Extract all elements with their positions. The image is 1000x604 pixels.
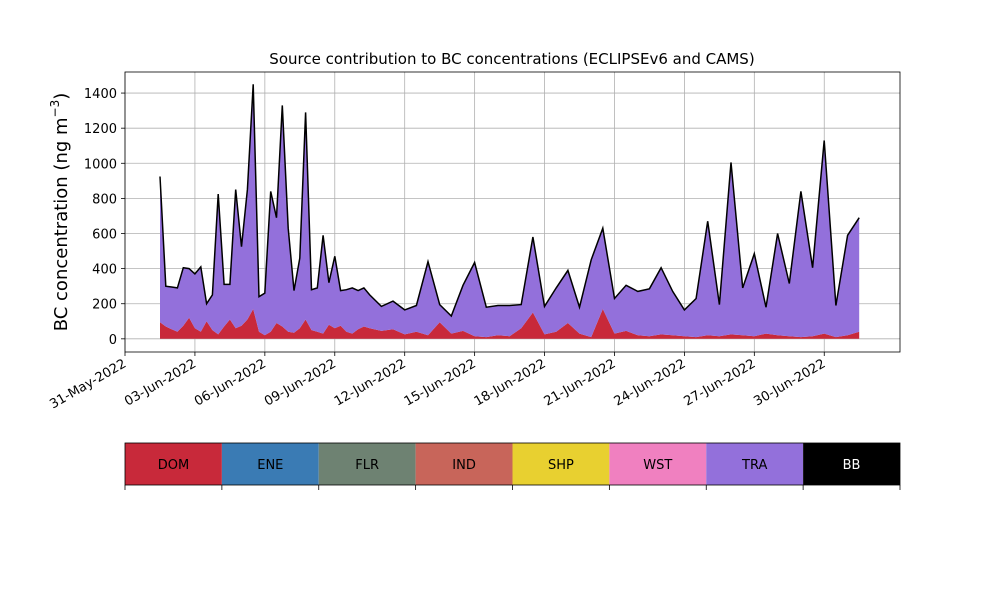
y-axis-label: BC concentration (ng m−3) — [48, 93, 72, 332]
x-tick-label: 18-Jun-2022 — [472, 356, 549, 409]
x-tick-label: 15-Jun-2022 — [402, 356, 479, 409]
x-tick-label: 31-May-2022 — [47, 356, 129, 412]
y-tick-label: 800 — [92, 192, 117, 207]
legend-swatch-wst — [609, 443, 707, 485]
y-axis-label-superscript: −3 — [48, 100, 62, 118]
chart-title: Source contribution to BC concentrations… — [269, 50, 754, 68]
x-tick-label: 06-Jun-2022 — [192, 356, 269, 409]
y-tick-label: 1200 — [84, 122, 117, 137]
x-tick-label: 24-Jun-2022 — [612, 356, 689, 409]
x-tick-label: 30-Jun-2022 — [751, 356, 828, 409]
legend-label-ene: ENE — [257, 458, 283, 473]
legend-label-ind: IND — [452, 458, 476, 473]
y-tick-label: 200 — [92, 298, 117, 313]
y-tick-label: 1400 — [84, 87, 117, 102]
x-axis-ticks: 31-May-202203-Jun-202206-Jun-202209-Jun-… — [47, 352, 828, 412]
legend-label-bb: BB — [843, 458, 861, 473]
x-tick-label: 21-Jun-2022 — [542, 356, 619, 409]
x-tick-label: 09-Jun-2022 — [262, 356, 339, 409]
legend-label-wst: WST — [643, 458, 672, 473]
y-tick-label: 1000 — [84, 157, 117, 172]
legend-label-shp: SHP — [548, 458, 574, 473]
legend-swatch-ind — [415, 443, 513, 485]
y-tick-label: 0 — [109, 333, 117, 348]
source-colorbar-legend: DOM ENE FLR IND SHP WST TRA BB — [124, 442, 901, 490]
x-tick-label: 12-Jun-2022 — [332, 356, 409, 409]
x-tick-label: 27-Jun-2022 — [682, 356, 759, 409]
y-axis-ticks: 0 200 400 600 800 1000 1200 1400 — [84, 87, 125, 348]
y-tick-label: 600 — [92, 228, 117, 243]
plot-frame — [124, 71, 901, 353]
y-axis-label-main: BC concentration (ng m — [51, 117, 72, 331]
legend-swatch-flr — [318, 443, 416, 485]
y-tick-label: 400 — [92, 263, 117, 278]
legend-swatch-bb — [803, 443, 900, 485]
legend-swatch-shp — [512, 443, 610, 485]
legend-label-flr: FLR — [355, 458, 379, 473]
legend-label-tra: TRA — [741, 458, 767, 473]
legend-swatch-tra — [706, 443, 804, 485]
y-axis-label-close: ) — [51, 93, 72, 100]
stacked-areas — [160, 84, 860, 339]
legend-label-dom: DOM — [158, 458, 189, 473]
legend-swatch-dom — [125, 443, 222, 485]
total-concentration-line — [159, 84, 860, 318]
area-tra — [160, 84, 860, 338]
legend-swatch-ene — [221, 443, 319, 485]
x-tick-label: 03-Jun-2022 — [122, 356, 199, 409]
area-dom — [160, 309, 860, 339]
